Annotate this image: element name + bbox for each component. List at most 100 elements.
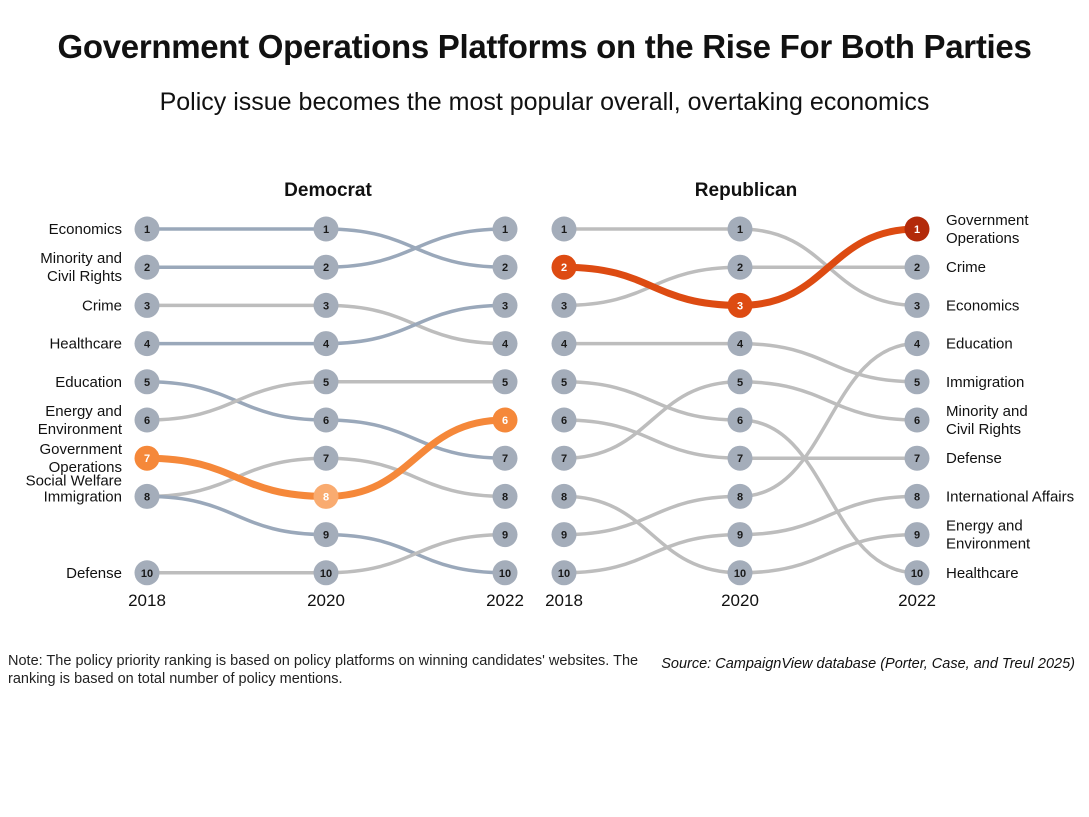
series-line-energy-and-environment [145, 380, 328, 422]
rank-number: 9 [914, 530, 920, 542]
category-label-minority-and-civil-rights: Minority and Civil Rights [40, 250, 122, 285]
rank-number: 4 [737, 339, 744, 351]
rank-number: 1 [144, 224, 150, 236]
rank-number: 10 [911, 568, 923, 580]
series-line-minority-and-civil-rights [324, 227, 507, 269]
rank-node-energy-and-environment [904, 522, 930, 548]
rank-node-economics [492, 254, 518, 280]
rank-number: 9 [502, 530, 508, 542]
rank-node-social-welfare [492, 483, 518, 509]
rank-node-defense [904, 445, 930, 471]
rank-number: 3 [561, 300, 567, 312]
series-line-government-operations [560, 263, 744, 309]
rank-node-healthcare [904, 560, 930, 586]
rank-number: 6 [502, 415, 508, 427]
rank-node-defense [492, 522, 518, 548]
series-line-defense [562, 418, 742, 460]
rank-node-education [727, 483, 753, 509]
series-line-education [562, 494, 742, 537]
series-line-social-welfare [324, 456, 507, 499]
rank-number: 2 [323, 262, 329, 274]
category-label-crime: Crime [82, 297, 122, 314]
rank-node-economics [551, 216, 577, 242]
category-label-international-affairs: International Affairs [946, 488, 1074, 505]
rank-number: 2 [144, 262, 150, 274]
rank-node-government-operations [492, 407, 518, 433]
rank-node-minority-and-civil-rights [134, 254, 160, 280]
series-line-international-affairs [562, 532, 742, 575]
rank-node-social-welfare [134, 483, 160, 509]
rank-node-immigration [492, 560, 518, 586]
x-tick-label: 2022 [898, 591, 936, 610]
rank-number: 3 [914, 300, 920, 312]
rank-number: 7 [144, 453, 150, 465]
rank-node-crime [134, 292, 160, 318]
category-label-healthcare: Healthcare [946, 565, 1019, 582]
x-tick-label: 2018 [128, 591, 166, 610]
rank-node-healthcare [727, 407, 753, 433]
rank-number: 9 [737, 530, 743, 542]
chart-title: Government Operations Platforms on the R… [57, 28, 1032, 65]
category-label-education: Education [55, 374, 122, 391]
rank-node-healthcare [492, 292, 518, 318]
x-tick-label: 2020 [307, 591, 345, 610]
category-label-immigration: Immigration [946, 374, 1024, 391]
rank-number: 3 [737, 300, 743, 312]
rank-node-education [551, 522, 577, 548]
rank-number: 6 [561, 415, 567, 427]
bump-chart: Democrat 2018 2020 2022 1 1 2 2 2 1 3 3 4 4 4 3 5 6 7 6 5 5 8 7… [26, 180, 1075, 610]
rank-number: 1 [737, 224, 743, 236]
panel-title: Republican [695, 180, 797, 201]
rank-node-government-operations [904, 216, 930, 242]
rank-number: 7 [914, 453, 920, 465]
category-label-healthcare: Healthcare [49, 336, 122, 353]
rank-number: 2 [737, 262, 743, 274]
rank-node-minority-and-civil-rights [313, 254, 339, 280]
rank-node-minority-and-civil-rights [727, 369, 753, 395]
rank-number: 10 [320, 568, 332, 580]
rank-number: 3 [502, 300, 508, 312]
rank-node-energy-and-environment [551, 483, 577, 509]
rank-number: 5 [737, 377, 743, 389]
rank-number: 7 [323, 453, 329, 465]
rank-number: 8 [914, 491, 920, 503]
series-line-international-affairs [738, 494, 919, 537]
rank-node-minority-and-civil-rights [492, 216, 518, 242]
footnote: Note: The policy priority ranking is bas… [8, 653, 639, 687]
rank-number: 8 [323, 491, 329, 503]
rank-node-healthcare [551, 369, 577, 395]
rank-number: 9 [561, 530, 567, 542]
rank-node-education [313, 407, 339, 433]
category-label-energy-and-environment: Energy and Environment [946, 518, 1031, 553]
rank-number: 8 [737, 491, 743, 503]
category-label-education: Education [946, 336, 1013, 353]
category-label-defense: Defense [946, 450, 1002, 467]
rank-node-social-welfare [313, 445, 339, 471]
rank-number: 2 [561, 262, 567, 274]
series-line-immigration [145, 494, 328, 537]
category-label-government-operations: Government Operations [39, 441, 122, 476]
rank-node-healthcare [313, 331, 339, 357]
series-line-healthcare [324, 303, 507, 346]
category-label-defense: Defense [66, 565, 122, 582]
x-tick-label: 2022 [486, 591, 524, 610]
category-label-immigration: Immigration [44, 488, 122, 505]
rank-number: 5 [914, 377, 920, 389]
category-label-government-operations: Government Operations [946, 212, 1029, 247]
rank-node-education [134, 369, 160, 395]
rank-number: 3 [144, 300, 150, 312]
rank-node-crime [727, 254, 753, 280]
series-line-healthcare [562, 380, 742, 422]
category-label-social-welfare: Social Welfare [26, 472, 122, 489]
rank-node-defense [134, 560, 160, 586]
series-line-healthcare [738, 418, 919, 575]
rank-number: 2 [914, 262, 920, 274]
category-label-energy-and-environment: Energy and Environment [38, 403, 123, 438]
rank-node-government-operations [551, 254, 577, 280]
rank-node-economics [904, 292, 930, 318]
rank-number: 6 [144, 415, 150, 427]
rank-node-crime [313, 292, 339, 318]
category-label-crime: Crime [946, 259, 986, 276]
rank-number: 6 [323, 415, 329, 427]
rank-number: 10 [734, 568, 746, 580]
